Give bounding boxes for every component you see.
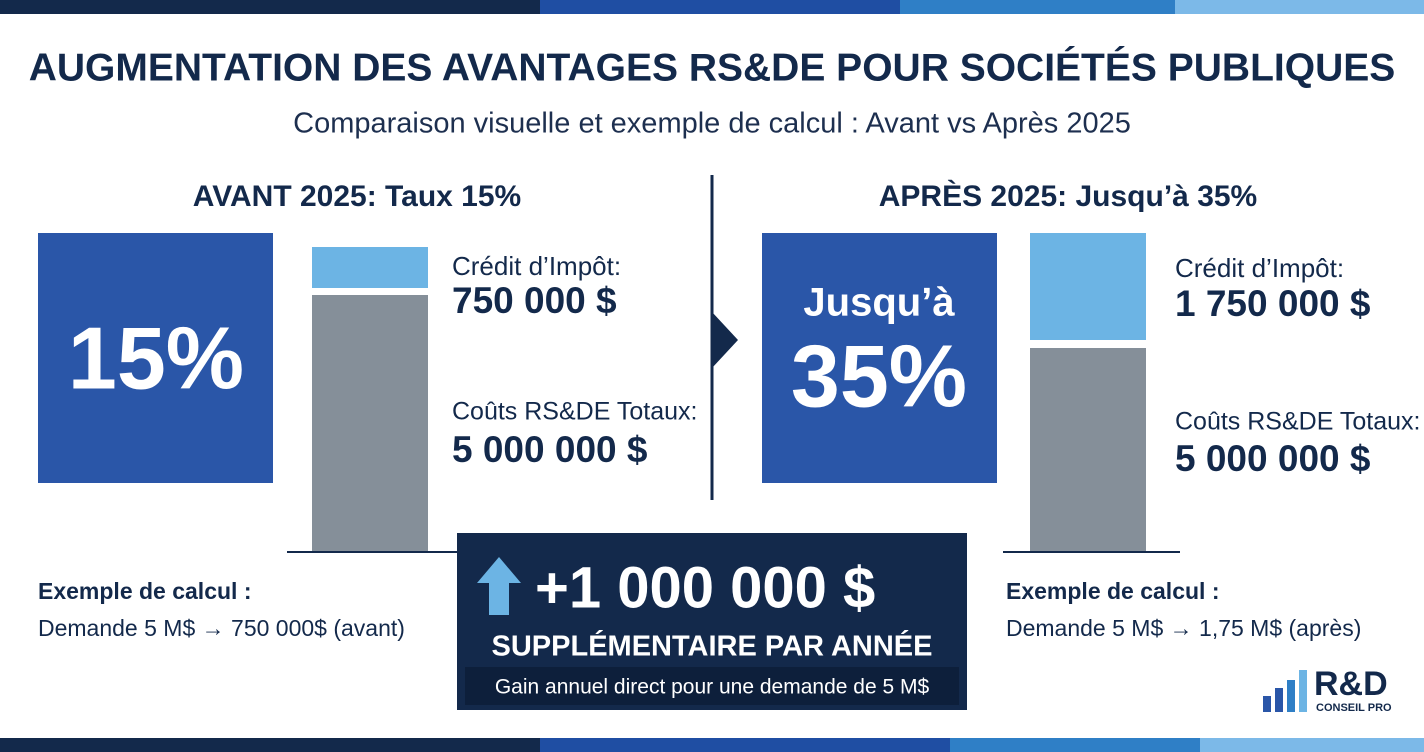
after-heading: APRÈS 2025: Jusqu’à 35% bbox=[879, 179, 1258, 213]
top-stripe bbox=[0, 0, 1424, 14]
before-example-label: Exemple de calcul : bbox=[38, 578, 251, 604]
logo-icon bbox=[1263, 670, 1307, 712]
after-cost-bar bbox=[1030, 348, 1146, 552]
after-cost-label: Coûts RS&DE Totaux: bbox=[1175, 408, 1420, 436]
before-rate-box bbox=[38, 233, 273, 483]
before-credit-bar bbox=[312, 247, 428, 288]
logo-tagline: CONSEIL PRO bbox=[1316, 702, 1392, 714]
divider-arrow bbox=[712, 312, 738, 368]
before-cost-amount: 5 000 000 $ bbox=[452, 429, 648, 470]
after-credit-bar bbox=[1030, 233, 1146, 340]
after-example-label: Exemple de calcul : bbox=[1006, 578, 1219, 604]
before-rate: 15% bbox=[68, 308, 244, 407]
highlight-caption: SUPPLÉMENTAIRE PAR ANNÉE bbox=[492, 629, 933, 663]
after-cost-amount: 5 000 000 $ bbox=[1175, 438, 1371, 479]
highlight-note-band bbox=[465, 667, 959, 705]
before-cost-bar bbox=[312, 295, 428, 552]
up-arrow bbox=[477, 557, 521, 615]
before-credit-amount: 750 000 $ bbox=[452, 280, 617, 321]
title: AUGMENTATION DES AVANTAGES RS&DE POUR SO… bbox=[29, 45, 1396, 89]
after-example-text: Demande 5 M$ → 1,75 M$ (après) bbox=[1006, 615, 1361, 641]
after-credit-amount: 1 750 000 $ bbox=[1175, 283, 1371, 324]
after-rate-box bbox=[762, 233, 997, 483]
highlight-amount: +1 000 000 $ bbox=[535, 555, 875, 620]
subtitle: Comparaison visuelle et exemple de calcu… bbox=[293, 108, 1131, 140]
logo-name: R&D bbox=[1314, 665, 1388, 703]
after-credit-label: Crédit d’Impôt: bbox=[1175, 253, 1344, 283]
bottom-stripe bbox=[0, 738, 1424, 752]
after-rate-prefix: Jusqu’à bbox=[803, 281, 955, 325]
after-rate: 35% bbox=[791, 326, 967, 425]
highlight-note: Gain annuel direct pour une demande de 5… bbox=[495, 676, 930, 699]
before-heading: AVANT 2025: Taux 15% bbox=[193, 180, 521, 213]
before-cost-label: Coûts RS&DE Totaux: bbox=[452, 398, 697, 426]
before-example-text: Demande 5 M$ → 750 000$ (avant) bbox=[38, 615, 405, 641]
before-credit-label: Crédit d’Impôt: bbox=[452, 251, 621, 281]
